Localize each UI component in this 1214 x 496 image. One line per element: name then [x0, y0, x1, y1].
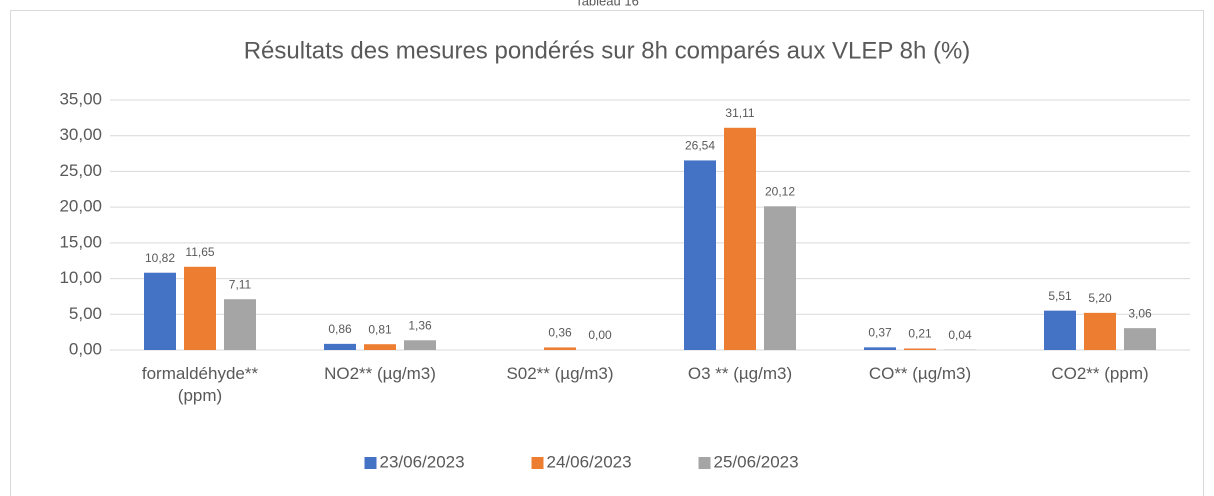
value-label: 5,20: [1088, 291, 1112, 305]
bar: [864, 347, 896, 350]
y-tick-label: 20,00: [59, 197, 102, 216]
y-tick-label: 25,00: [59, 161, 102, 180]
x-tick-label: CO** (µg/m3): [868, 364, 972, 383]
value-label: 0,36: [548, 326, 572, 340]
x-tick-label: CO2** (ppm): [1051, 364, 1149, 383]
bar: [1124, 328, 1156, 350]
value-label: 0,00: [588, 328, 612, 342]
value-label: 31,11: [725, 106, 754, 120]
bar: [404, 340, 436, 350]
value-label: 20,12: [765, 184, 795, 198]
caption: Tableau 16: [575, 0, 639, 8]
y-tick-label: 10,00: [59, 268, 102, 287]
x-tick-label: NO2** (µg/m3): [324, 364, 436, 383]
value-label: 1,36: [408, 318, 432, 332]
y-tick-label: 30,00: [59, 125, 102, 144]
legend-swatch: [531, 457, 544, 469]
bar: [764, 206, 796, 350]
value-label: 0,37: [868, 326, 892, 340]
chart-border: [10, 10, 1204, 496]
legend-label: 23/06/2023: [380, 452, 465, 471]
legend-swatch: [698, 457, 711, 469]
x-tick-label: O3 ** (µg/m3): [687, 364, 793, 383]
bar: [544, 347, 576, 350]
bar: [724, 127, 756, 351]
y-tick-label: 15,00: [59, 232, 102, 251]
value-label: 7,11: [229, 277, 252, 291]
value-label: 26,54: [685, 139, 715, 153]
x-tick-label: formaldéhyde** (ppm): [141, 364, 259, 405]
chart-title: Résultats des mesures pondérés sur 8h co…: [244, 37, 971, 64]
value-label: 0,21: [908, 327, 932, 341]
bar: [1084, 312, 1116, 350]
bar: [904, 348, 936, 350]
y-tick-label: 0,00: [69, 339, 102, 358]
value-label: 10,82: [145, 251, 175, 265]
y-tick-label: 35,00: [59, 89, 102, 108]
bar: [364, 344, 396, 350]
bar: [324, 343, 356, 350]
value-label: 11,65: [185, 245, 214, 259]
bar: [1044, 310, 1076, 350]
bar: [184, 266, 216, 350]
bar: [144, 272, 176, 350]
bar: [684, 160, 716, 350]
value-label: 0,86: [328, 322, 352, 336]
legend-label: 24/06/2023: [547, 452, 632, 471]
legend-label: 25/06/2023: [714, 452, 799, 471]
y-tick-label: 5,00: [69, 304, 102, 323]
bar: [224, 299, 256, 350]
value-label: 0,81: [368, 322, 392, 336]
value-label: 3,06: [1128, 306, 1152, 320]
x-tick-label: S02** (µg/m3): [506, 364, 614, 383]
value-label: 0,04: [948, 328, 972, 342]
value-label: 5,51: [1048, 289, 1072, 303]
legend-swatch: [364, 457, 377, 469]
